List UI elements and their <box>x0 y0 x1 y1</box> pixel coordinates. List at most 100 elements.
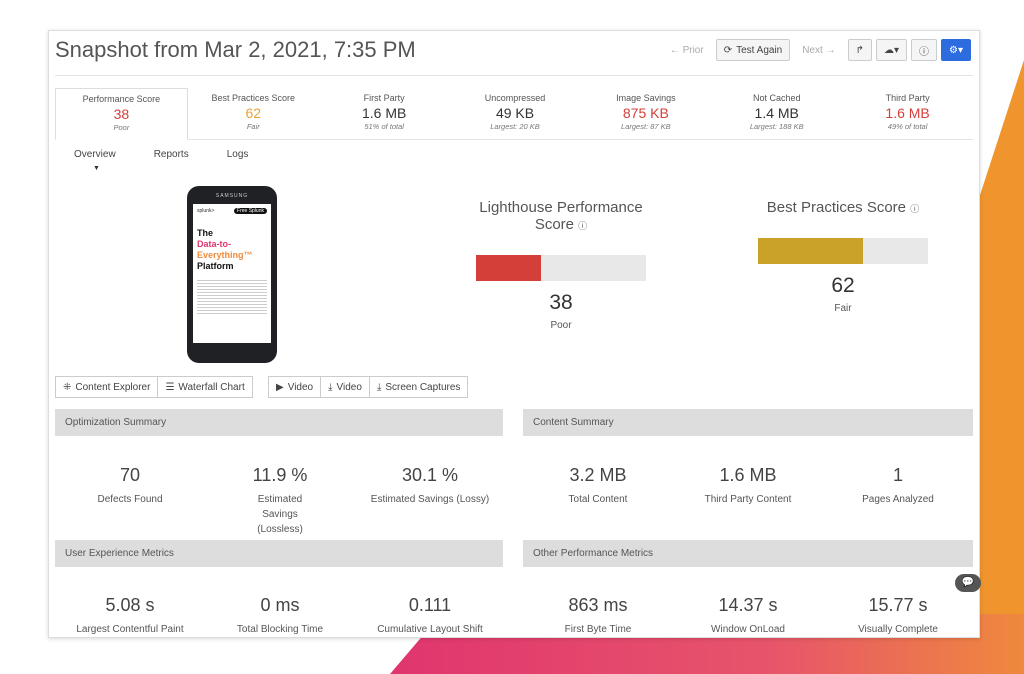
metric-value: 15.77 s <box>868 595 928 615</box>
test-again-label: Test Again <box>736 44 783 56</box>
metric-label: Defects Found <box>97 494 163 505</box>
phone-cta: Free Splunk <box>234 208 267 214</box>
view-tabs: Overview Reports Logs <box>74 149 248 160</box>
metric-label: Window OnLoad <box>711 624 785 635</box>
best-practices-score-bar <box>758 238 928 264</box>
share-button[interactable]: ↱ <box>847 39 872 61</box>
metric: 5.08 s Largest Contentful Paint <box>55 595 205 637</box>
best-practices-title: Best Practices Score ⓘ <box>766 199 920 216</box>
share-icon: ↱ <box>855 44 864 56</box>
gear-icon: ⚙▾ <box>949 44 963 56</box>
stat-label: Third Party <box>885 93 930 103</box>
button-label: Screen Captures <box>385 381 461 393</box>
metric-value: 0 ms <box>260 595 300 615</box>
other-performance-metrics-header: Other Performance Metrics <box>523 540 973 567</box>
stat-uncompressed[interactable]: Uncompressed 49 KB Largest: 20 KB <box>450 88 581 139</box>
info-button[interactable]: ⓘ <box>911 39 938 61</box>
stat-value: 38 <box>113 106 130 122</box>
stat-label: First Party <box>363 93 405 103</box>
page-title: Snapshot from Mar 2, 2021, 7:35 PM <box>55 37 416 62</box>
other-metrics: 863 ms First Byte Time 14.37 s Window OnLo… <box>523 595 973 637</box>
button-label: Waterfall Chart <box>178 381 245 393</box>
metric: 3.2 MB Total Content <box>523 465 673 507</box>
content-explorer-button[interactable]: ⁜ Content Explorer <box>55 376 159 398</box>
tab-overview[interactable]: Overview <box>74 149 116 160</box>
stat-sub: Largest: 20 KB <box>490 122 540 131</box>
lighthouse-score-widget: Lighthouse Performance Score ⓘ 38 Poor <box>461 199 661 331</box>
metric-label: Cumulative Layout Shift <box>377 624 483 635</box>
stat-value: 62 <box>245 105 262 121</box>
metric-value: 0.111 <box>408 595 452 615</box>
metric-value: 11.9 % <box>252 465 308 485</box>
test-again-button[interactable]: ⟳ Test Again <box>715 39 791 61</box>
metric: 14.37 s Window OnLoad <box>673 595 823 637</box>
metric: 0 ms Total Blocking Time <box>205 595 355 637</box>
metric-value: 3.2 MB <box>569 465 627 485</box>
cloud-dropdown-button[interactable]: ☁▾ <box>875 39 908 61</box>
stat-sub: Largest: 87 KB <box>621 122 671 131</box>
metric-value: 1.6 MB <box>719 465 777 485</box>
button-label: Content Explorer <box>75 381 151 393</box>
optimization-metrics: 70 Defects Found 11.9 % Estimated Savings … <box>55 465 505 537</box>
explorer-icon: ⁜ <box>63 381 72 393</box>
optimization-summary-header: Optimization Summary <box>55 409 503 436</box>
metric: 11.9 % Estimated Savings (Lossless) <box>205 465 355 537</box>
metric-label: Third Party Content <box>704 494 792 505</box>
help-icon: ⓘ <box>910 204 920 214</box>
metric-value: 30.1 % <box>401 465 459 485</box>
phone-screen: splunk> Free Splunk The Data-to- Everythi… <box>193 204 271 343</box>
phone-heading: Platform <box>197 261 234 271</box>
screen-captures-button[interactable]: ⤓ Screen Captures <box>368 376 469 398</box>
next-button[interactable]: Next → <box>802 44 836 56</box>
best-practices-score-widget: Best Practices Score ⓘ 62 Fair <box>743 199 943 314</box>
stat-best-practices-score[interactable]: Best Practices Score 62 Fair <box>188 88 319 139</box>
stats-bar: Performance Score 38 Poor Best Practices S… <box>55 88 973 140</box>
prior-button[interactable]: ← Prior <box>669 44 704 56</box>
stat-performance-score[interactable]: Performance Score 38 Poor <box>55 88 188 140</box>
phone-screenshot[interactable]: SAMSUNG splunk> Free Splunk The Data-to- … <box>187 186 277 363</box>
stat-label: Best Practices Score <box>211 93 296 103</box>
waterfall-chart-button[interactable]: ☰ Waterfall Chart <box>157 376 253 398</box>
stat-first-party[interactable]: First Party 1.6 MB 51% of total <box>319 88 450 139</box>
waterfall-icon: ☰ <box>165 381 175 393</box>
lighthouse-title: Lighthouse Performance Score ⓘ <box>479 199 643 233</box>
stat-label: Uncompressed <box>484 93 546 103</box>
metric: 15.77 s Visually Complete <box>823 595 973 637</box>
divider <box>55 75 973 76</box>
cloud-icon: ☁▾ <box>883 44 900 56</box>
stat-sub: 49% of total <box>887 122 928 131</box>
stat-image-savings[interactable]: Image Savings 875 KB Largest: 87 KB <box>580 88 711 139</box>
refresh-icon: ⟳ <box>723 44 733 56</box>
phone-brand: SAMSUNG <box>215 193 249 199</box>
metric-label: Largest Contentful Paint <box>76 624 184 635</box>
stat-value: 1.6 MB <box>361 105 407 121</box>
metric: 70 Defects Found <box>55 465 205 537</box>
metric-label: Estimated Savings (Lossy) <box>370 494 490 505</box>
metric: 0.111 Cumulative Layout Shift <box>355 595 505 637</box>
stat-value: 1.4 MB <box>754 105 799 121</box>
download-video-button[interactable]: ⤓ Video <box>320 376 370 398</box>
analysis-button-group: ⁜ Content Explorer ☰ Waterfall Chart <box>55 376 253 398</box>
tab-logs[interactable]: Logs <box>226 149 249 160</box>
metric-label: First Byte Time <box>564 624 632 635</box>
active-tab-caret-icon: ▼ <box>93 165 100 172</box>
lighthouse-score-bar <box>476 255 646 281</box>
settings-dropdown-button[interactable]: ⚙▾ <box>941 39 971 61</box>
ux-metrics: 5.08 s Largest Contentful Paint 0 ms Total… <box>55 595 505 637</box>
metric: 1 Pages Analyzed <box>823 465 973 507</box>
button-label: Video <box>336 381 362 393</box>
metric-label: Total Content <box>568 494 628 505</box>
stat-sub: Fair <box>246 122 260 131</box>
toolbar: ← Prior ⟳ Test Again Next → ↱ ☁▾ ⓘ ⚙▾ <box>662 39 971 61</box>
metric: 30.1 % Estimated Savings (Lossy) <box>355 465 505 537</box>
download-icon: ⤓ <box>328 381 333 393</box>
metric-value: 1 <box>892 465 903 485</box>
chat-icon[interactable]: 💬 <box>955 574 981 592</box>
play-video-button[interactable]: ▶ Video <box>268 376 322 398</box>
stat-not-cached[interactable]: Not Cached 1.4 MB Largest: 188 KB <box>711 88 842 139</box>
stat-label: Not Cached <box>752 93 801 103</box>
metric-label: Pages Analyzed <box>862 494 934 505</box>
stat-third-party[interactable]: Third Party 1.6 MB 49% of total <box>842 88 973 139</box>
tab-reports[interactable]: Reports <box>153 149 189 160</box>
phone-text-lines <box>197 278 267 316</box>
